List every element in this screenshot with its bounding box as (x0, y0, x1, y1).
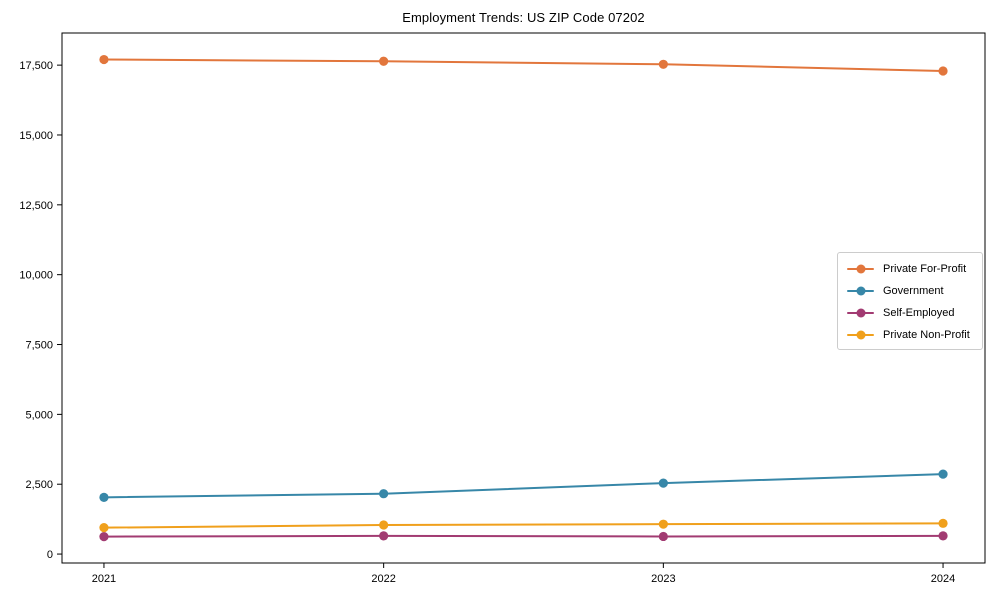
legend: Private For-Profit Government Self-Emplo… (837, 252, 983, 350)
y-axis-tick-label: 15,000 (19, 130, 53, 142)
data-point (938, 531, 948, 541)
y-axis-tick-label: 10,000 (19, 270, 53, 282)
data-point (658, 519, 668, 529)
y-axis-tick-label: 7,500 (25, 340, 53, 352)
data-point (379, 489, 389, 499)
y-axis-tick-label: 12,500 (19, 200, 53, 212)
axes-frame (61, 32, 986, 564)
x-axis-tick-label: 2024 (931, 573, 955, 585)
legend-marker-line-icon (847, 286, 874, 295)
x-axis-tick-label: 2021 (92, 573, 116, 585)
data-point (99, 492, 109, 502)
data-point (99, 54, 109, 65)
data-series-line (102, 522, 945, 529)
data-series-line (102, 473, 945, 499)
data-point (658, 531, 668, 542)
data-point (938, 469, 948, 479)
legend-marker-line-icon (847, 330, 874, 339)
legend-marker-dot-icon (856, 286, 865, 295)
data-point (658, 478, 668, 488)
legend-marker-line-icon (847, 308, 874, 317)
data-point (658, 59, 668, 69)
legend-item-label: Private For-Profit (883, 262, 967, 275)
x-axis-tick-label: 2022 (371, 573, 395, 585)
data-point (379, 520, 389, 530)
legend-item: Private Non-Profit (847, 326, 973, 343)
legend-marker-line-icon (847, 264, 874, 273)
legend-item: Government (847, 282, 973, 299)
data-point (938, 518, 948, 528)
data-series-line (102, 58, 945, 72)
y-axis-tick-label: 17,500 (19, 60, 53, 72)
legend-item-label: Government (883, 284, 944, 297)
legend-item-label: Private Non-Profit (883, 328, 970, 341)
data-point (379, 531, 389, 541)
legend-item-label: Self-Employed (883, 306, 955, 319)
data-point (938, 66, 948, 76)
y-axis-tick-label: 0 (47, 549, 53, 561)
legend-item: Self-Employed (847, 304, 973, 321)
data-point (99, 531, 109, 542)
legend-marker-dot-icon (856, 330, 865, 339)
y-axis-tick-label: 5,000 (25, 409, 53, 421)
legend-marker-dot-icon (856, 308, 865, 317)
data-series-line (102, 534, 945, 538)
chart-title: Employment Trends: US ZIP Code 07202 (402, 10, 645, 25)
y-axis-tick-label: 2,500 (25, 479, 53, 491)
data-point (379, 56, 389, 66)
legend-marker-dot-icon (856, 264, 865, 273)
legend-item: Private For-Profit (847, 260, 973, 277)
data-point (99, 523, 109, 533)
x-axis-tick-label: 2023 (651, 573, 675, 585)
